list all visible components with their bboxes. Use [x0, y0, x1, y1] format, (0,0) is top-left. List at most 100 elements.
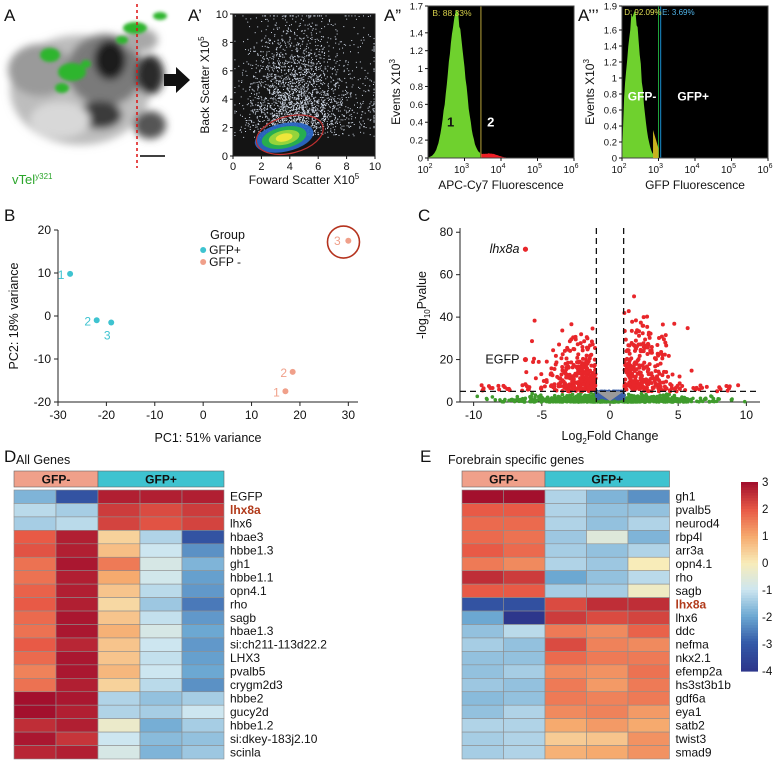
event-dot — [266, 46, 268, 48]
event-dot — [283, 103, 285, 105]
event-dot — [291, 58, 293, 60]
event-dot — [313, 75, 315, 77]
event-dot — [283, 15, 285, 17]
event-dot — [279, 64, 281, 66]
event-dot — [278, 83, 280, 85]
event-dot — [288, 116, 290, 118]
event-dot — [305, 92, 307, 94]
event-dot — [297, 119, 299, 121]
event-dot — [323, 73, 325, 75]
event-dot — [329, 58, 331, 60]
gene-point-sig — [635, 384, 640, 389]
event-dot — [277, 66, 279, 68]
event-dot — [330, 123, 332, 125]
event-dot — [308, 118, 310, 120]
event-dot — [305, 69, 307, 71]
event-dot — [290, 101, 292, 103]
event-dot — [359, 107, 361, 109]
event-dot — [245, 49, 247, 51]
event-dot — [295, 16, 297, 18]
event-dot — [318, 85, 320, 87]
event-dot — [333, 97, 335, 99]
event-dot — [287, 27, 289, 29]
event-dot — [369, 85, 371, 87]
event-dot — [315, 32, 317, 34]
gene-point-sig — [590, 371, 595, 376]
event-dot — [324, 68, 326, 70]
event-dot — [293, 60, 295, 62]
event-dot — [272, 109, 274, 111]
event-dot — [347, 64, 349, 66]
event-dot — [305, 90, 307, 92]
event-dot — [272, 97, 274, 99]
event-dot — [266, 116, 268, 118]
event-dot — [316, 55, 318, 57]
event-dot — [361, 42, 363, 44]
event-dot — [334, 100, 336, 102]
heatmap-cell — [181, 543, 225, 558]
event-dot — [272, 124, 274, 126]
gene-point-sig — [627, 343, 632, 348]
event-dot — [288, 70, 290, 72]
event-dot — [326, 103, 328, 105]
event-dot — [312, 109, 314, 111]
event-dot — [296, 47, 298, 49]
event-dot — [285, 61, 287, 63]
heatmap-cell — [461, 731, 504, 746]
heatmap-cell — [181, 570, 225, 585]
event-dot — [360, 39, 362, 41]
event-dot — [315, 66, 317, 68]
event-dot — [303, 87, 305, 89]
event-dot — [297, 94, 299, 96]
event-dot — [336, 30, 338, 32]
event-dot — [303, 93, 305, 95]
event-dot — [274, 81, 276, 83]
heatmap-cell — [544, 637, 587, 652]
heatmap-cell — [13, 516, 57, 531]
event-dot — [310, 62, 312, 64]
event-dot — [294, 96, 296, 98]
event-dot — [273, 64, 275, 66]
event-dot — [336, 55, 338, 57]
event-dot — [281, 103, 283, 105]
event-dot — [344, 119, 346, 121]
event-dot — [260, 127, 262, 129]
event-dot — [326, 93, 328, 95]
event-dot — [303, 59, 305, 61]
y-tick-label: 1 — [612, 74, 617, 85]
event-dot — [332, 120, 334, 122]
event-dot — [266, 57, 268, 59]
heatmap-cell — [13, 718, 57, 733]
event-dot — [316, 67, 318, 69]
event-dot — [300, 121, 302, 123]
event-dot — [287, 113, 289, 115]
event-dot — [304, 68, 306, 70]
event-dot — [335, 108, 337, 110]
event-dot — [264, 45, 266, 47]
event-dot — [302, 41, 304, 43]
heatmap-cell — [139, 597, 183, 612]
event-dot — [344, 109, 346, 111]
event-dot — [275, 94, 277, 96]
event-dot — [298, 88, 300, 90]
event-dot — [345, 106, 347, 108]
event-dot — [268, 47, 270, 49]
event-dot — [310, 92, 312, 94]
colorbar-segment — [741, 511, 758, 515]
event-dot — [345, 96, 347, 98]
event-dot — [301, 95, 303, 97]
legend-label: GFP - — [209, 255, 241, 269]
event-dot — [311, 84, 313, 86]
event-dot — [255, 17, 257, 19]
event-dot — [311, 29, 313, 31]
event-dot — [295, 91, 297, 93]
gene-point-ns — [573, 399, 578, 404]
gene-point-sig — [660, 322, 665, 327]
event-dot — [306, 82, 308, 84]
heatmap-cell — [461, 570, 504, 585]
gene-point-sig — [623, 363, 628, 368]
event-dot — [331, 123, 333, 125]
colorbar-segment — [741, 660, 758, 664]
event-dot — [355, 94, 357, 96]
